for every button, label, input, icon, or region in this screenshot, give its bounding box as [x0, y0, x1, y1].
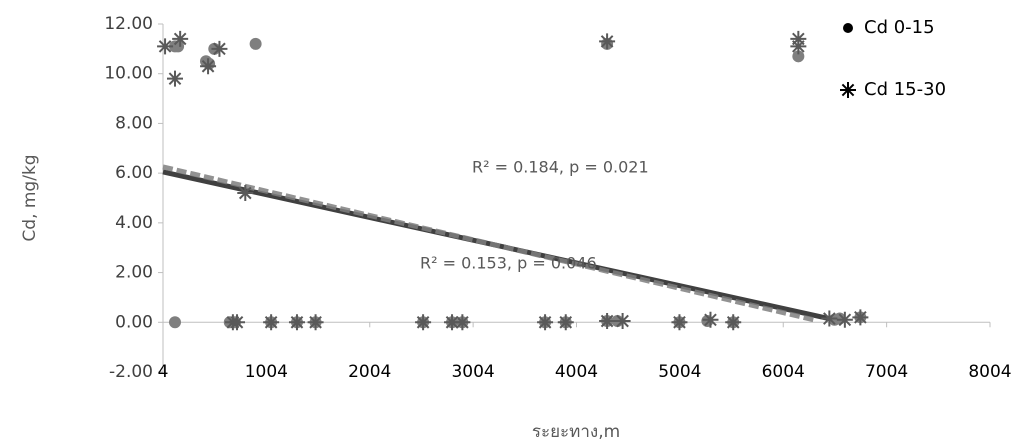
point [169, 316, 181, 328]
y-tick-label: 6.00 [115, 163, 153, 183]
y-tick-label: 2.00 [115, 263, 153, 283]
legend-label: Cd 0-15 [864, 17, 935, 38]
point [454, 314, 470, 330]
chart: Cd, mg/kg ระยะทาง,m -2.00 0.00 2.00 4.00 6.0… [0, 0, 1026, 445]
x-tick-label: 8004 [968, 362, 1011, 382]
point [167, 71, 183, 87]
legend-marker [840, 82, 856, 98]
point [289, 314, 305, 330]
y-tick-label: 4.00 [115, 213, 153, 233]
point [821, 311, 837, 327]
point [211, 41, 227, 57]
annotation: R² = 0.184, p = 0.021 [472, 158, 649, 177]
point [250, 38, 262, 50]
point [308, 314, 324, 330]
legend-label: Cd 15-30 [864, 79, 946, 100]
x-tick-label: 5004 [658, 362, 701, 382]
point [599, 33, 615, 49]
x-tick-label: 2004 [348, 362, 391, 382]
y-tick-label: 12.00 [104, 14, 153, 34]
point [852, 309, 868, 325]
legend-marker [843, 23, 853, 33]
point [415, 314, 431, 330]
x-tick-label: 6004 [762, 362, 805, 382]
x-tick-label: 4004 [555, 362, 598, 382]
y-tick-label: -2.00 [109, 362, 153, 382]
y-tick-label: 8.00 [115, 113, 153, 133]
point [837, 312, 853, 328]
x-tick-label: 1004 [245, 362, 288, 382]
point [537, 314, 553, 330]
x-tick-label: 7004 [865, 362, 908, 382]
point [702, 312, 718, 328]
point [790, 38, 806, 54]
page: {"chart_data": {"type": "scatter", "x_la… [0, 0, 1026, 445]
annotation: R² = 0.153, p = 0.046 [420, 254, 597, 273]
x-tick-label: 3004 [451, 362, 494, 382]
point [558, 314, 574, 330]
point [157, 38, 173, 54]
y-tick-label: 10.00 [104, 64, 153, 84]
point [725, 314, 741, 330]
y-axis-title: Cd, mg/kg [20, 154, 40, 241]
point [671, 314, 687, 330]
y-tick-label: 0.00 [115, 312, 153, 332]
x-tick-label: 4 [158, 362, 169, 382]
x-axis-title: ระยะทาง,m [532, 422, 620, 442]
point [263, 314, 279, 330]
point [599, 313, 615, 329]
